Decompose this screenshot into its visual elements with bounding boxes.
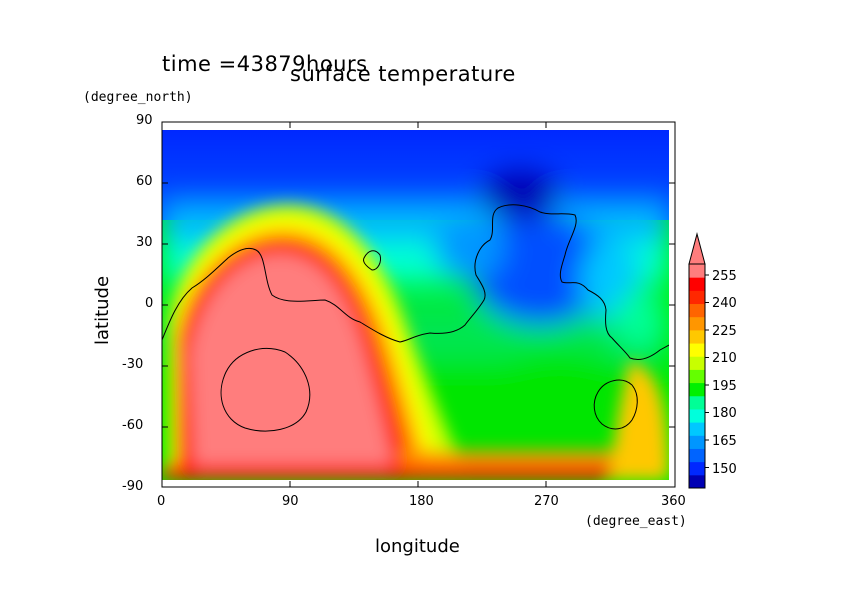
colorbar-label: 165 (712, 434, 737, 449)
x-tick-label: 0 (157, 494, 166, 509)
x-tick-label: 180 (409, 494, 434, 509)
colorbar-label: 225 (712, 324, 737, 339)
colorbar-swatch (689, 290, 705, 305)
colorbar-swatch (689, 448, 705, 463)
colorbar-swatch (689, 422, 705, 436)
colorbar-swatch (689, 264, 705, 278)
y-tick-label: 60 (136, 174, 153, 189)
coastline (162, 204, 669, 361)
y-tick-label: 30 (136, 235, 153, 250)
colorbar (688, 232, 709, 489)
colorbar-label: 255 (712, 269, 737, 284)
colorbar-label: 195 (712, 379, 737, 394)
y-tick-label: 90 (136, 113, 153, 128)
colorbar-swatch (689, 408, 705, 423)
colorbar-swatch (689, 382, 705, 397)
chart-title: surface temperature (290, 62, 516, 86)
colorbar-swatch (689, 329, 705, 344)
axis-ticks (161, 121, 676, 488)
colorbar-swatch (689, 474, 705, 489)
colorbar-swatch (689, 356, 705, 370)
coastlines (162, 204, 669, 432)
x-tick-label: 90 (282, 494, 299, 509)
y-tick-label: -30 (122, 357, 144, 372)
time-label: time =43879hours (162, 52, 368, 76)
colorbar-frame (688, 263, 706, 489)
x-unit-label: (degree_east) (585, 514, 687, 529)
coastline (593, 379, 638, 430)
x-tick-label: 360 (661, 494, 686, 509)
colorbar-label: 240 (712, 296, 737, 311)
y-tick-label: -90 (122, 479, 144, 494)
coastline (363, 250, 381, 271)
coastline (220, 348, 311, 432)
colorbar-label: 180 (712, 406, 737, 421)
colorbar-label: 210 (712, 351, 737, 366)
y-tick-label: -60 (122, 418, 144, 433)
y-unit-label: (degree_north) (83, 90, 193, 105)
colorbar-swatch (689, 369, 705, 384)
x-tick-label: 270 (534, 494, 559, 509)
y-tick-label: 0 (145, 296, 154, 311)
colorbar-swatch (689, 277, 705, 291)
colorbar-swatch (689, 461, 705, 476)
colorbar-swatch (689, 435, 705, 449)
temperature-field (162, 130, 669, 480)
colorbar-label: 150 (712, 462, 737, 477)
colorbar-extend-arrow (688, 232, 706, 265)
colorbar-swatch (689, 343, 705, 357)
colorbar-swatch (689, 316, 705, 331)
colorbar-swatch (689, 395, 705, 410)
colorbar-swatch (689, 303, 705, 318)
x-axis-title: longitude (375, 536, 460, 557)
